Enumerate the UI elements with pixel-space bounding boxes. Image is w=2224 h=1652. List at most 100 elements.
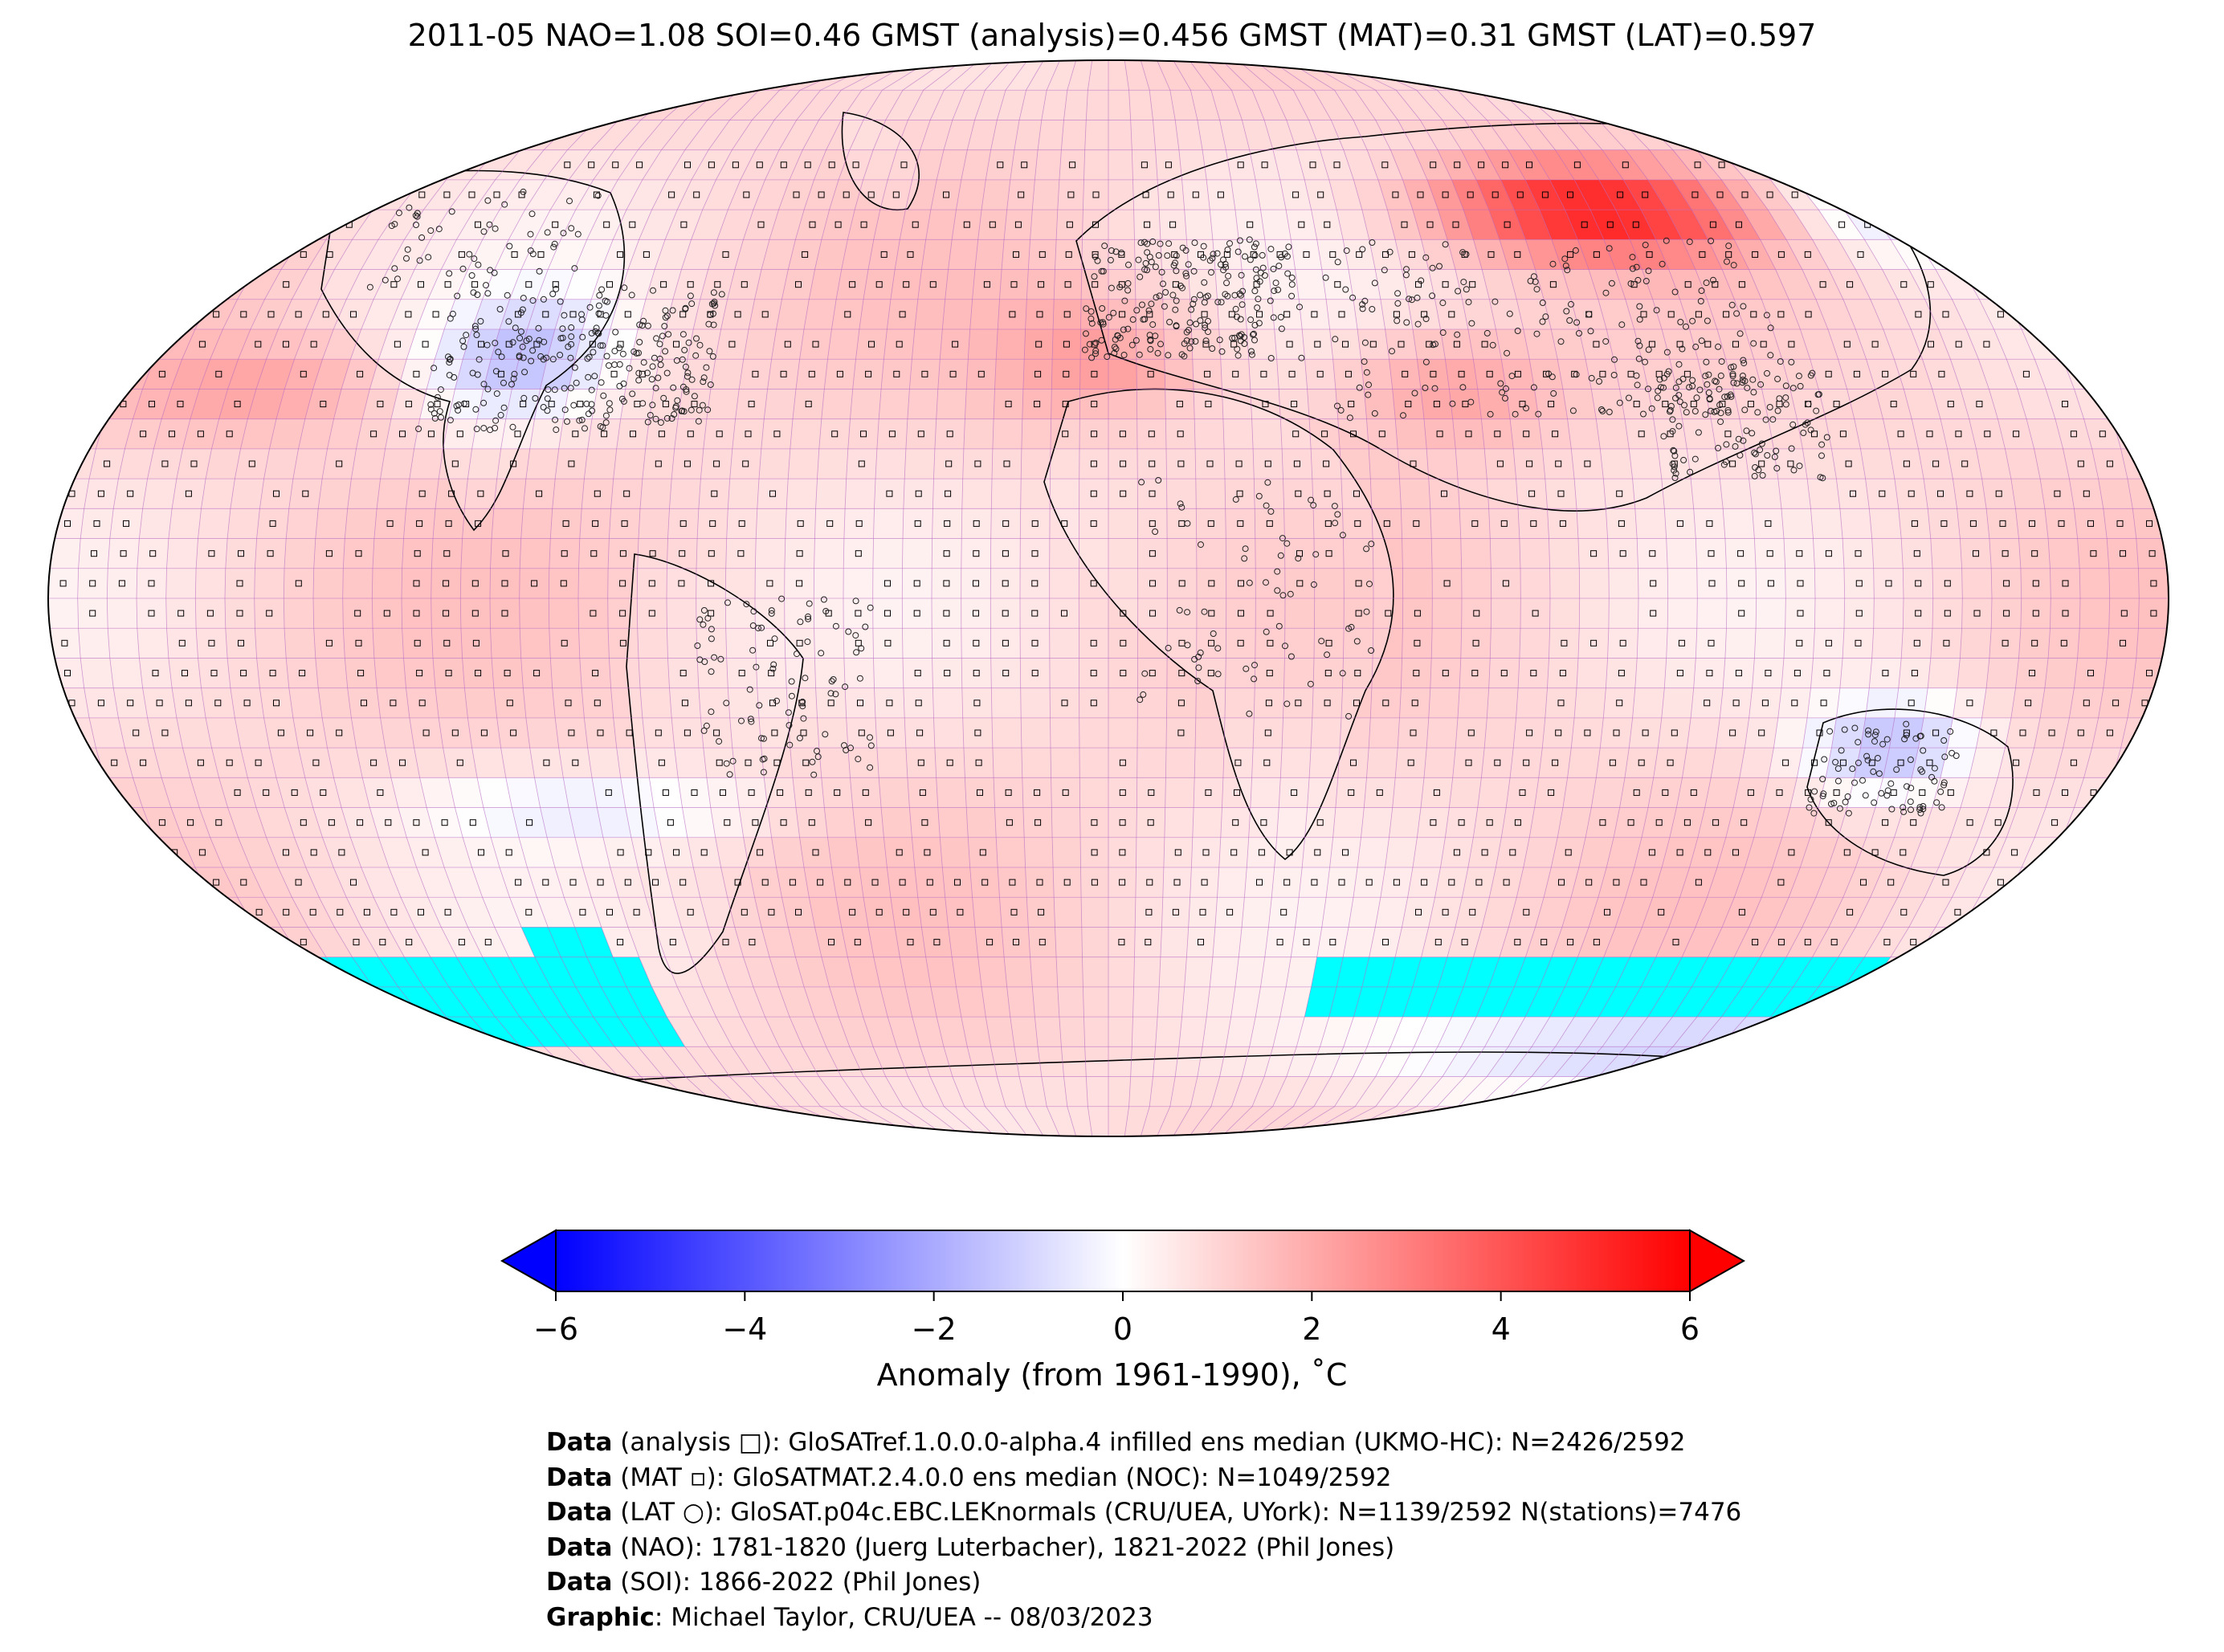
anomaly-cell: [693, 867, 728, 898]
anomaly-cell: [1234, 957, 1265, 987]
anomaly-cell: [1745, 837, 1782, 867]
anomaly-cell: [839, 1017, 874, 1047]
anomaly-cell: [788, 927, 822, 957]
anomaly-cell: [378, 837, 417, 867]
anomaly-cell: [1006, 1106, 1044, 1136]
anomaly-cell: [999, 897, 1029, 928]
anomaly-cell: [847, 957, 880, 987]
missing-cell: [601, 986, 643, 1018]
anomaly-cell: [1369, 927, 1402, 957]
anomaly-cell: [256, 807, 295, 838]
anomaly-cell: [1050, 717, 1079, 748]
anomaly-cell: [855, 986, 888, 1018]
anomaly-cell: [645, 748, 679, 778]
anomaly-cell: [1585, 807, 1620, 838]
anomaly-cell: [863, 1076, 904, 1107]
anomaly-cell: [1249, 1017, 1280, 1047]
anomaly-cell: [1535, 897, 1572, 928]
anomaly-cell: [821, 957, 855, 987]
missing-cell: [1598, 986, 1642, 1018]
anomaly-cell: [142, 687, 177, 718]
anomaly-cell: [1781, 807, 1819, 838]
anomaly-cell: [720, 867, 755, 898]
anomaly-cell: [1247, 837, 1277, 867]
anomaly-cell: [903, 687, 934, 718]
missing-cell: [398, 986, 447, 1018]
anomaly-cell: [630, 837, 666, 867]
anomaly-cell: [1603, 687, 1635, 718]
anomaly-cell: [1911, 837, 1951, 867]
anomaly-cell: [1461, 1017, 1501, 1047]
anomaly-cell: [1248, 807, 1279, 838]
anomaly-cell: [905, 748, 937, 778]
anomaly-cell: [1866, 807, 1904, 838]
anomaly-cell: [564, 897, 602, 928]
anomaly-cell: [1800, 837, 1838, 867]
anomaly-cell: [1024, 837, 1054, 867]
anomaly-cell: [1194, 777, 1223, 808]
anomaly-cell: [1181, 986, 1210, 1018]
missing-cell: [1387, 957, 1422, 987]
anomaly-cell: [327, 748, 363, 778]
anomaly-cell: [222, 867, 265, 898]
anomaly-cell: [1553, 1046, 1602, 1077]
anomaly-cell: [969, 867, 1000, 898]
missing-cell: [550, 986, 594, 1018]
anomaly-cell: [974, 927, 1005, 957]
anomaly-cell: [961, 658, 992, 688]
anomaly-cell: [1108, 777, 1137, 808]
anomaly-cell: [998, 867, 1027, 898]
anomaly-cell: [590, 1046, 641, 1077]
anomaly-cell: [874, 687, 905, 718]
anomaly-cell: [1343, 1017, 1378, 1047]
anomaly-cell: [218, 777, 256, 808]
anomaly-cell: [1212, 927, 1243, 957]
anomaly-cell: [743, 837, 777, 867]
anomaly-cell: [1551, 927, 1589, 957]
anomaly-cell: [1137, 658, 1168, 688]
anomaly-cell: [1462, 867, 1496, 898]
anomaly-cell: [494, 927, 535, 957]
anomaly-cell: [315, 658, 348, 688]
anomaly-cell: [1108, 1046, 1132, 1077]
missing-cell: [1672, 986, 1717, 1018]
anomaly-cell: [729, 717, 761, 748]
anomaly-cell: [879, 986, 912, 1018]
anomaly-cell: [1661, 687, 1694, 718]
anomaly-cell: [1482, 897, 1517, 928]
anomaly-cell: [1516, 867, 1552, 898]
anomaly-cell: [1652, 867, 1690, 898]
anomaly-cell: [1021, 748, 1051, 778]
anomaly-cell: [698, 687, 730, 718]
anomaly-cell: [1869, 658, 1902, 688]
anomaly-cell: [1614, 807, 1648, 838]
anomaly-cell: [96, 748, 133, 778]
anomaly-cell: [1137, 717, 1167, 748]
anomaly-cell: [767, 807, 800, 838]
anomaly-cell: [406, 837, 445, 867]
anomaly-cell: [455, 807, 492, 838]
anomaly-cell: [133, 777, 171, 808]
anomaly-cell: [1392, 777, 1424, 808]
anomaly-cell: [1922, 807, 1961, 838]
anomaly-cell: [1051, 777, 1080, 808]
anomaly-cell: [1459, 658, 1491, 688]
anomaly-cell: [190, 777, 228, 808]
anomaly-cell: [836, 897, 868, 928]
anomaly-cell: [1438, 1017, 1477, 1047]
anomaly-cell: [761, 748, 793, 778]
anomaly-cell: [1264, 1046, 1297, 1077]
anomaly-cell: [390, 777, 427, 808]
anomaly-cell: [620, 777, 655, 808]
anomaly-cell: [2069, 687, 2104, 718]
anomaly-map: [47, 59, 2169, 1137]
anomaly-cell: [1283, 658, 1314, 688]
anomaly-cell: [281, 927, 326, 957]
anomaly-cell: [1219, 1046, 1250, 1077]
anomaly-cell: [1538, 748, 1572, 778]
anomaly-cell: [199, 807, 239, 838]
anomaly-cell: [888, 1017, 920, 1047]
anomaly-cell: [817, 717, 848, 748]
anomaly-cell: [373, 897, 415, 928]
anomaly-cell: [1369, 717, 1400, 748]
